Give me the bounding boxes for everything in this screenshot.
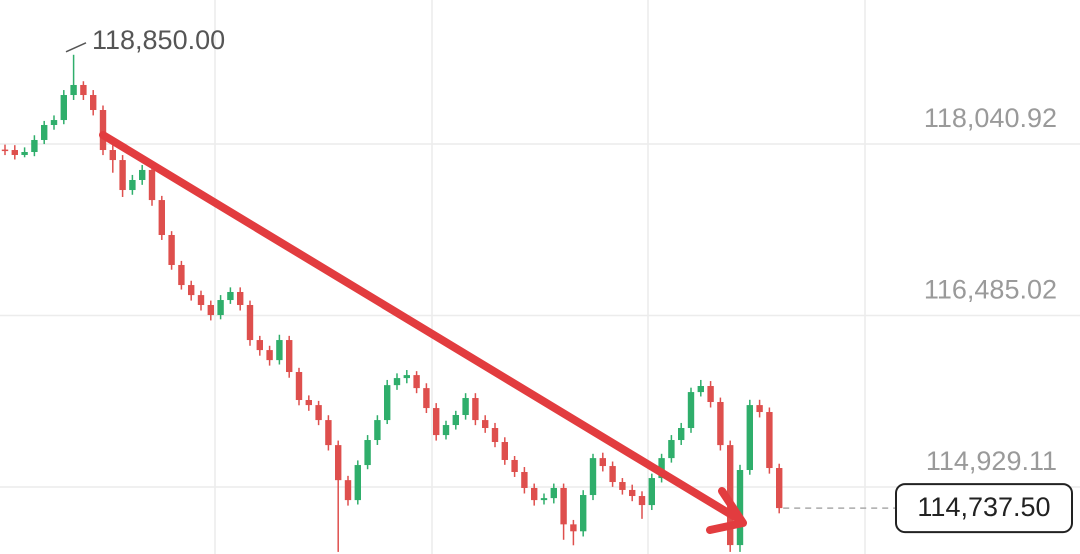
candle-body (727, 445, 734, 546)
candle-body (237, 291, 244, 305)
candle-body (197, 295, 205, 305)
candle-body (599, 458, 606, 467)
candle-body (354, 465, 361, 501)
candle-body (452, 415, 459, 426)
y-tick-label: 116,485.02 (924, 275, 1057, 305)
candle-body (41, 124, 48, 140)
candle-body (423, 388, 430, 409)
grid: 114,929.11 116,485.02 118,040.92 (0, 103, 1080, 488)
candle-body (178, 264, 185, 286)
last-price-box (895, 483, 1073, 534)
candle-body (589, 458, 597, 496)
candle-body (266, 350, 273, 361)
candle-body (246, 304, 254, 341)
candle-body (374, 420, 381, 441)
candle-body (315, 405, 322, 421)
candle-body (70, 84, 77, 96)
candle-body (609, 466, 616, 483)
candle-body (511, 459, 518, 472)
arrow-head (706, 487, 747, 534)
candle-body (393, 378, 401, 386)
candle-body (60, 95, 67, 121)
last-price-label: 114,737.50 (917, 492, 1050, 522)
candle-body (619, 482, 626, 490)
candle-body (11, 150, 18, 155)
candle-body (325, 420, 332, 446)
candle-body (736, 470, 744, 546)
annotations: 118,850.00 114,737.50 (65, 25, 1073, 534)
candle-body (756, 405, 763, 413)
candle-body (462, 398, 469, 416)
vertical-grid (214, 0, 866, 554)
candle-body (90, 95, 97, 111)
high-leader (65, 42, 87, 53)
y-tick-label: 118,040.92 (924, 103, 1057, 133)
candle-body (482, 420, 489, 429)
candle-body (433, 408, 440, 436)
candle-body (472, 398, 479, 421)
candle-body (168, 235, 175, 265)
candle-body (364, 440, 371, 466)
candle-body (717, 401, 724, 446)
candle-body (384, 385, 391, 421)
candle-body (119, 160, 126, 191)
y-tick-label: 114,929.11 (926, 446, 1057, 476)
candle-body (276, 340, 283, 361)
candle-body (344, 480, 352, 501)
high-label: 118,850.00 (92, 25, 225, 55)
candle-body (207, 304, 214, 316)
candle-body (148, 169, 156, 201)
candle-body (521, 471, 528, 488)
candle-body (1, 149, 9, 152)
trend-arrow (99, 131, 747, 534)
candle-body (707, 386, 714, 402)
candle-body (80, 84, 87, 96)
candle-body (629, 489, 636, 497)
candle-body (413, 375, 420, 389)
candle-body (442, 425, 450, 436)
candle-body (158, 200, 165, 236)
candle-body (139, 169, 146, 181)
candle-body (295, 372, 303, 401)
candle-body (766, 412, 773, 469)
candle-body (50, 120, 58, 125)
candle-body (129, 180, 136, 191)
candle-body (217, 300, 224, 316)
candle-body (188, 285, 195, 296)
candle-body (687, 392, 695, 429)
candle-body (678, 428, 685, 441)
candle-body (227, 291, 234, 301)
candle-body (21, 152, 28, 155)
candle-body (31, 139, 38, 153)
candle-body (648, 478, 655, 506)
candle-body (570, 524, 577, 532)
candle-body (99, 110, 107, 151)
candle-body (776, 468, 783, 509)
candle-body (668, 440, 675, 459)
candle-body (697, 386, 704, 393)
candle-body (256, 340, 263, 351)
candle-body (335, 445, 342, 481)
candle-body (109, 150, 116, 161)
candles (1, 54, 783, 552)
candle-body (746, 405, 753, 471)
candle-body (580, 495, 587, 532)
candle-body (550, 487, 557, 499)
candle-body (560, 487, 567, 525)
candle-body (638, 496, 646, 506)
candle-body (403, 375, 410, 379)
candle-body (501, 442, 508, 460)
candle-body (491, 428, 499, 443)
candle-body (286, 340, 293, 373)
arrow-shaft (99, 131, 739, 521)
candle-body (540, 498, 548, 501)
candle-body (305, 400, 312, 406)
candle-body (531, 487, 538, 501)
